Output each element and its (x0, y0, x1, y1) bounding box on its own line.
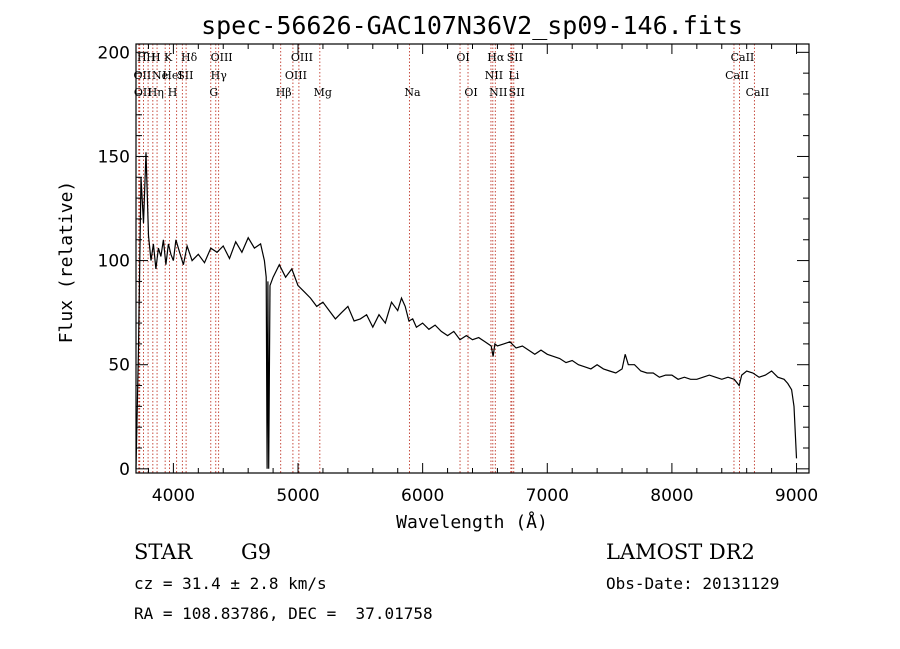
y-tick-label: 200 (98, 43, 130, 63)
axis-ticks: 4000 5000 6000 7000 8000 9000 0 50 100 150 200 (98, 43, 819, 506)
x-tick-label: 5000 (276, 486, 319, 506)
x-tick-label: 4000 (152, 486, 195, 506)
line-label: NII (485, 69, 503, 82)
line-label: OII (134, 69, 152, 82)
spectrum-line (135, 152, 798, 469)
x-tick-label: 9000 (775, 486, 818, 506)
line-label: CaII (731, 51, 755, 64)
line-label: OIII (291, 51, 313, 64)
line-label: Hγ (211, 69, 228, 82)
line-label: Mg (314, 86, 332, 99)
line-label: OII (134, 86, 152, 99)
line-label: H (137, 51, 147, 64)
x-axis-label: Wavelength (Å) (396, 511, 548, 533)
line-label: Hη (148, 86, 164, 99)
line-label: OIII (285, 69, 307, 82)
y-tick-label: 50 (108, 356, 130, 376)
line-label: H (146, 51, 156, 64)
line-label: Li (508, 69, 519, 82)
x-tick-label: 8000 (650, 486, 693, 506)
emission-line-markers (138, 44, 755, 473)
y-tick-label: 0 (119, 460, 130, 480)
line-label: OI (456, 51, 469, 64)
line-label: K (164, 51, 173, 64)
spectral-subclass: G9 (241, 540, 272, 564)
line-label: Hβ (276, 86, 292, 99)
line-label: HeI (162, 69, 182, 82)
y-tick-label: 100 (98, 252, 130, 272)
object-class: STAR (134, 540, 193, 564)
x-tick-label: 7000 (526, 486, 569, 506)
line-label: OI (464, 86, 477, 99)
line-label: CaII (725, 69, 749, 82)
survey-name: LAMOST DR2 (606, 540, 755, 564)
y-axis-label: Flux (relative) (56, 181, 77, 344)
line-label: SII (177, 69, 193, 82)
line-label: G (209, 86, 218, 99)
line-label: CaII (746, 86, 770, 99)
line-label: SII (507, 51, 523, 64)
chart-title: spec-56626-GAC107N36V2_sp09-146.fits (201, 11, 743, 40)
line-label: Hδ (181, 51, 198, 64)
x-tick-label: 6000 (401, 486, 444, 506)
coordinates: RA = 108.83786, DEC = 37.01758 (134, 604, 433, 623)
observation-date: Obs-Date: 20131129 (606, 574, 780, 593)
line-label: Hα (487, 51, 505, 64)
line-label: OIII (211, 51, 233, 64)
line-label: H (151, 51, 161, 64)
plot-frame (135, 43, 810, 474)
line-label: Na (404, 86, 421, 99)
line-label: H (168, 86, 178, 99)
spectrum-chart: spec-56626-GAC107N36V2_sp09-146.fits H HH… (56, 11, 819, 533)
redshift-cz: cz = 31.4 ± 2.8 km/s (134, 574, 327, 593)
line-label: NII (489, 86, 507, 99)
y-tick-label: 150 (98, 147, 130, 167)
line-label: SII (509, 86, 525, 99)
line-label: Ne (152, 69, 168, 82)
